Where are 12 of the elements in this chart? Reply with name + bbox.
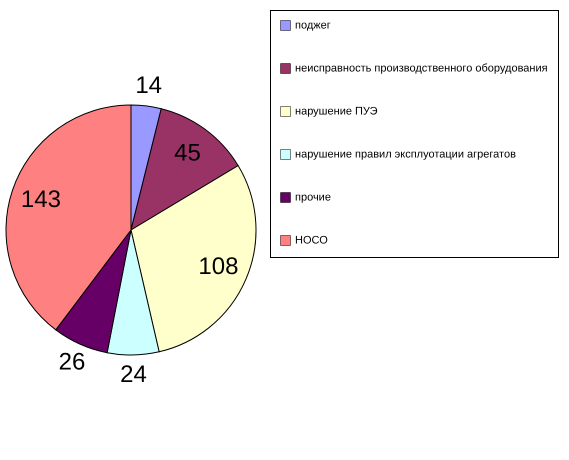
legend-label: НОСО — [295, 234, 328, 246]
data-label: 14 — [135, 72, 162, 100]
data-label: 143 — [20, 186, 61, 213]
legend-label: нарушение правил эксплуотации агрегатов — [295, 148, 516, 160]
data-label: 108 — [198, 253, 238, 280]
legend-label: неисправность производственного оборудования — [295, 62, 548, 74]
data-label: 26 — [58, 348, 86, 376]
legend-label: прочие — [295, 192, 331, 204]
legend-label: нарушение ПУЭ — [295, 106, 378, 118]
legend-label: поджег — [295, 20, 331, 32]
data-label: 45 — [174, 140, 201, 167]
data-label: 24 — [120, 360, 147, 388]
